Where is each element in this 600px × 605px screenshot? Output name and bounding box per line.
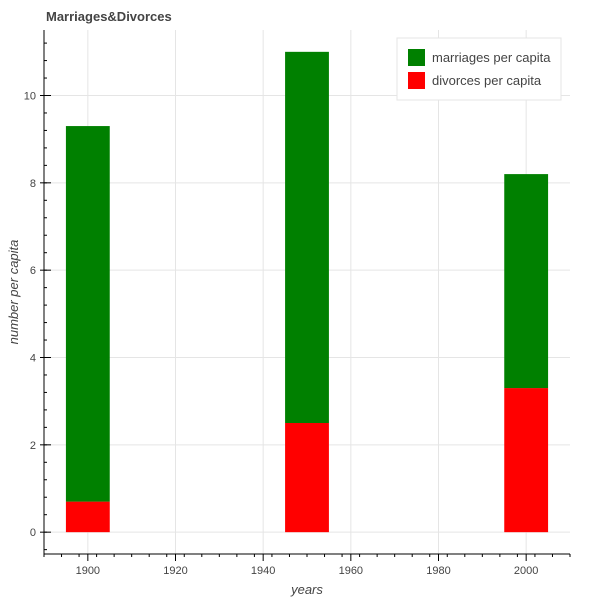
chart-title: Marriages&Divorces <box>46 9 172 24</box>
legend-box <box>396 37 562 101</box>
y-tick-label: 4 <box>30 353 36 365</box>
legend-swatch <box>408 49 425 66</box>
bar-marriages-1950 <box>285 51 329 423</box>
bar-divorces-2000 <box>504 388 549 533</box>
y-axis-label: number per capita <box>6 240 21 345</box>
x-axis-label: years <box>290 582 323 597</box>
bar-marriages-2000 <box>504 174 549 389</box>
y-tick-label: 8 <box>30 178 36 190</box>
legend-swatch <box>408 72 425 89</box>
x-tick-label: 1920 <box>163 565 187 577</box>
x-tick-label: 1980 <box>426 565 450 577</box>
y-axis-ticks: 0 2 4 6 8 10 <box>24 42 51 551</box>
x-tick-label: 1960 <box>339 565 363 577</box>
legend: marriages per capita divorces per capita <box>396 37 562 101</box>
x-axis-ticks: 1900 1920 1940 1960 1980 2000 <box>43 554 571 577</box>
x-tick-label: 1940 <box>251 565 275 577</box>
bar-marriages-1900 <box>65 126 110 502</box>
legend-label: marriages per capita <box>432 50 551 65</box>
y-tick-label: 0 <box>30 527 36 539</box>
y-tick-label: 6 <box>30 265 36 277</box>
y-tick-label: 10 <box>24 91 36 103</box>
bar-divorces-1900 <box>65 501 110 533</box>
x-tick-label: 1900 <box>76 565 100 577</box>
bars <box>65 51 549 533</box>
legend-label: divorces per capita <box>432 73 542 88</box>
x-tick-label: 2000 <box>514 565 538 577</box>
bar-divorces-1950 <box>285 423 329 533</box>
y-tick-label: 2 <box>30 440 36 452</box>
